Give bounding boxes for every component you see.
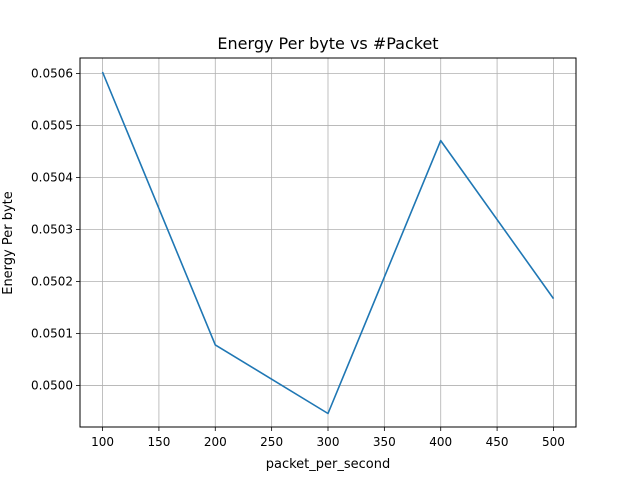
y-tick-label: 0.0500 xyxy=(31,378,73,392)
y-axis-label: Energy Per byte xyxy=(1,191,16,295)
y-tick-label: 0.0503 xyxy=(31,223,73,237)
x-axis-ticks: 100 150 200 250 300 350 400 450 500 xyxy=(91,427,565,449)
x-tick-label: 300 xyxy=(317,435,340,449)
x-tick-label: 350 xyxy=(373,435,396,449)
y-tick-label: 0.0505 xyxy=(31,119,73,133)
x-tick-label: 150 xyxy=(147,435,170,449)
series-line xyxy=(101,71,555,415)
x-tick-label: 400 xyxy=(429,435,452,449)
y-tick-label: 0.0506 xyxy=(31,67,73,81)
y-tick-label: 0.0504 xyxy=(31,171,73,185)
y-tick-label: 0.0501 xyxy=(31,326,73,340)
y-axis-ticks: 0.0500 0.0501 0.0502 0.0503 0.0504 0.0505 0.05… xyxy=(31,67,80,392)
chart-title: Energy Per byte vs #Packet xyxy=(217,34,438,53)
x-tick-label: 200 xyxy=(204,435,227,449)
x-tick-label: 500 xyxy=(542,435,565,449)
series-group xyxy=(101,71,555,415)
x-tick-label: 100 xyxy=(91,435,114,449)
x-tick-label: 250 xyxy=(260,435,283,449)
y-tick-label: 0.0502 xyxy=(31,274,73,288)
x-tick-label: 450 xyxy=(486,435,509,449)
x-axis-label: packet_per_second xyxy=(266,457,390,472)
grid-lines xyxy=(80,58,576,427)
